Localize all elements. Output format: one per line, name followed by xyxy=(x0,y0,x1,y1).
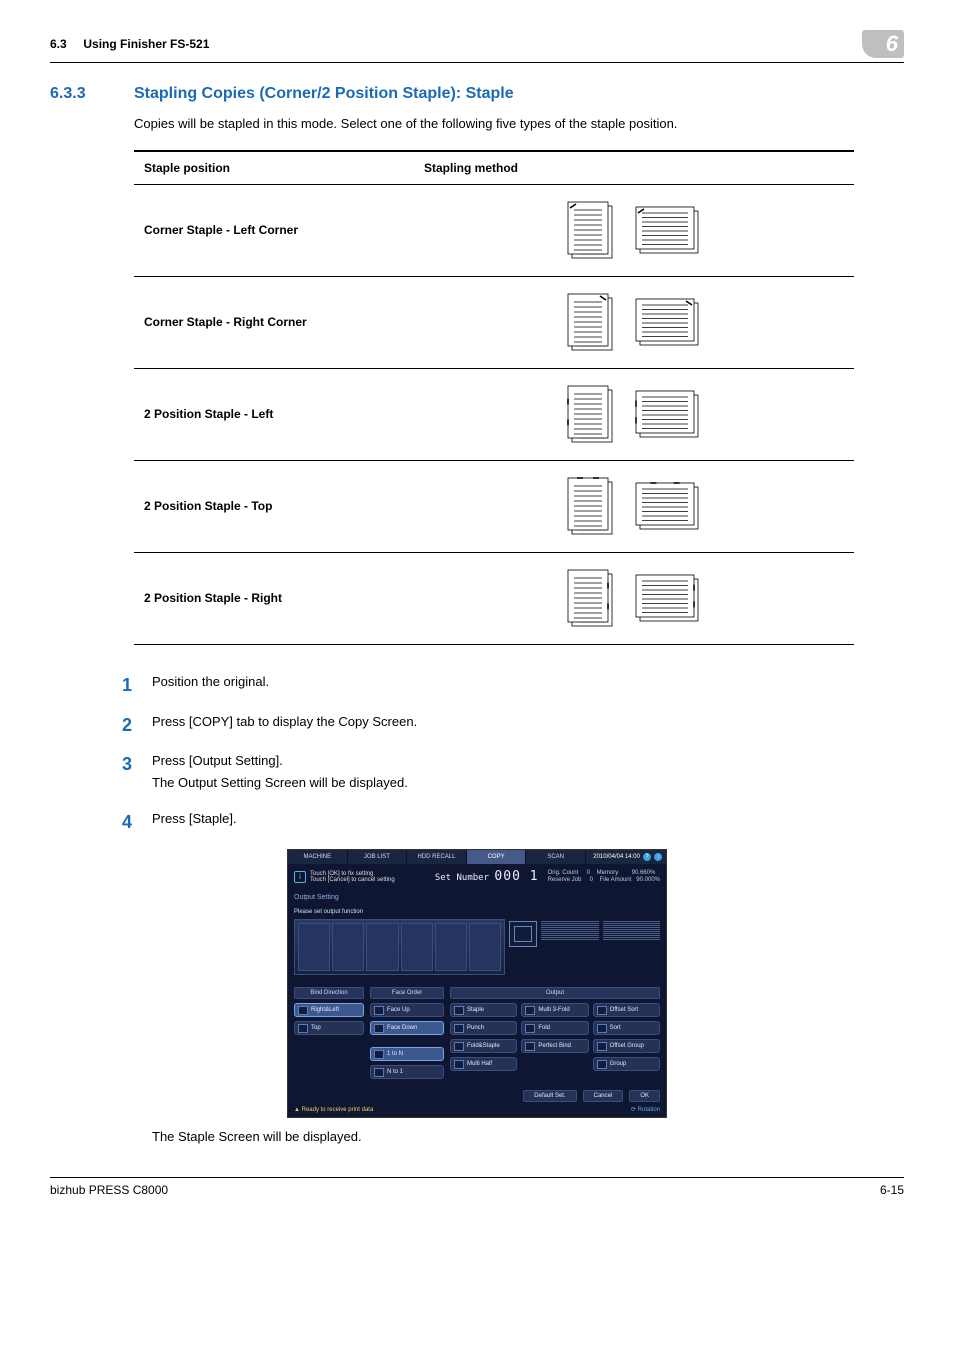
page-header: 6.3 Using Finisher FS-521 6 xyxy=(50,30,904,63)
staple-row-label: Corner Staple - Left Corner xyxy=(134,185,414,277)
ss-status-counts: Orig. Count 0 Memory 90.660% Reserve Job… xyxy=(548,870,660,884)
ss-output-btn[interactable]: Fold&Staple xyxy=(450,1039,517,1053)
staple-row-method xyxy=(414,369,854,461)
staple-row-label: Corner Staple - Right Corner xyxy=(134,277,414,369)
steps-list: 1 Position the original. 2 Press [COPY] tab… xyxy=(110,673,904,835)
ss-group-bind: Bind Direction xyxy=(294,987,364,999)
staple-table-col1: Staple position xyxy=(134,151,414,185)
step-body: Press [COPY] tab to display the Copy Scr… xyxy=(152,713,904,738)
section-heading: 6.3.3 Stapling Copies (Corner/2 Position… xyxy=(50,83,904,105)
ss-output-btn-group[interactable]: Group xyxy=(593,1057,660,1071)
step-line: The Output Setting Screen will be displa… xyxy=(152,774,904,792)
ss-subheader: Output Setting xyxy=(288,891,666,905)
footer-left: bizhub PRESS C8000 xyxy=(50,1182,168,1199)
section-heading-title: Stapling Copies (Corner/2 Position Stapl… xyxy=(134,83,514,105)
step-line: Press [COPY] tab to display the Copy Scr… xyxy=(152,713,904,731)
staple-table-col2: Stapling method xyxy=(414,151,854,185)
ss-status-bar: ▲ Ready to receive print data ⟳ Rotation xyxy=(288,1104,666,1117)
step: 2 Press [COPY] tab to display the Copy Sc… xyxy=(110,713,904,738)
ss-up-icon[interactable]: ↕ xyxy=(654,853,662,861)
ss-output-btn[interactable]: Multi Half xyxy=(450,1057,517,1071)
chapter-badge: 6 xyxy=(862,30,904,58)
ss-btn-cancel[interactable]: Cancel xyxy=(583,1090,624,1102)
staple-row-method xyxy=(414,553,854,645)
footer-right: 6-15 xyxy=(880,1182,904,1199)
ss-btn-ok[interactable]: OK xyxy=(629,1090,660,1102)
ss-col-face: Face Order Face Up Face Down 1 to N N to… xyxy=(370,987,444,1079)
ss-col-bind: Bind Direction Right&Left Top xyxy=(294,987,364,1079)
ss-preview xyxy=(509,919,660,975)
ss-group-face: Face Order xyxy=(370,987,444,999)
after-screenshot-text: The Staple Screen will be displayed. xyxy=(152,1128,904,1146)
header-left: 6.3 Using Finisher FS-521 xyxy=(50,36,209,53)
header-section-number: 6.3 xyxy=(50,37,67,51)
step-number: 1 xyxy=(110,673,132,698)
step-line: Position the original. xyxy=(152,673,904,691)
ss-output-btn[interactable]: Sort xyxy=(593,1021,660,1035)
staple-row-method xyxy=(414,461,854,553)
step-body: Press [Output Setting]. The Output Settin… xyxy=(152,752,904,796)
ss-prompt: Please set output function xyxy=(294,908,660,916)
step: 3 Press [Output Setting]. The Output Setti… xyxy=(110,752,904,796)
ss-status-left: ▲ Ready to receive print data xyxy=(294,1106,373,1114)
header-section-name: Using Finisher FS-521 xyxy=(83,37,209,51)
ss-btn-1ton[interactable]: 1 to N xyxy=(370,1047,444,1061)
ss-tab-machine[interactable]: MACHINE xyxy=(288,850,348,864)
staple-row-method xyxy=(414,277,854,369)
ss-preview-lines xyxy=(541,921,598,940)
section-heading-number: 6.3.3 xyxy=(50,83,110,105)
output-setting-screenshot: MACHINE JOB LIST HDD RECALL COPY SCAN 20… xyxy=(287,849,667,1118)
ss-output-btn[interactable]: Staple xyxy=(450,1003,517,1017)
ss-tab-bar: MACHINE JOB LIST HDD RECALL COPY SCAN 20… xyxy=(288,850,666,864)
ss-output-btn[interactable]: Fold xyxy=(521,1021,588,1035)
step-line: Press [Output Setting]. xyxy=(152,752,904,770)
ss-output-btn[interactable]: Punch xyxy=(450,1021,517,1035)
step-number: 2 xyxy=(110,713,132,738)
staple-row-label: 2 Position Staple - Right xyxy=(134,553,414,645)
step-number: 3 xyxy=(110,752,132,796)
ss-btn-top[interactable]: Top xyxy=(294,1021,364,1035)
ss-output-btn[interactable]: Perfect Bind xyxy=(521,1039,588,1053)
step: 4 Press [Staple]. xyxy=(110,810,904,835)
ss-info-bar: i Touch [OK] to fix setting Touch [Cance… xyxy=(288,864,666,890)
step-body: Press [Staple]. xyxy=(152,810,904,835)
step-line: Press [Staple]. xyxy=(152,810,904,828)
ss-clock: 2010/04/04 14:00 ? ↕ xyxy=(586,850,666,864)
ss-paper-icon xyxy=(509,921,537,947)
ss-col-output: Output Staple Multi 3-Fold Offset Sort Punc… xyxy=(450,987,660,1079)
intro-text: Copies will be stapled in this mode. Sel… xyxy=(134,115,904,133)
page-footer: bizhub PRESS C8000 6-15 xyxy=(50,1177,904,1199)
ss-info-icon: i xyxy=(294,871,306,883)
ss-output-btn[interactable]: Multi 3-Fold xyxy=(521,1003,588,1017)
ss-set-number: Set Number 000 1 xyxy=(432,868,542,886)
ss-info-text: Touch [OK] to fix setting Touch [Cancel]… xyxy=(310,871,395,884)
ss-btn-nto1[interactable]: N to 1 xyxy=(370,1065,444,1079)
ss-tab-joblist[interactable]: JOB LIST xyxy=(348,850,408,864)
ss-mid-panel: Please set output function xyxy=(288,904,666,980)
ss-bottom-buttons: Default Set. Cancel OK xyxy=(288,1085,666,1104)
ss-tab-scan[interactable]: SCAN xyxy=(526,850,586,864)
staple-row-method xyxy=(414,185,854,277)
ss-btn-defaultset[interactable]: Default Set. xyxy=(523,1090,576,1102)
ss-btn-facedown[interactable]: Face Down xyxy=(370,1021,444,1035)
ss-status-right: ⟳ Rotation xyxy=(631,1106,660,1114)
ss-btn-rightleft[interactable]: Right&Left xyxy=(294,1003,364,1017)
ss-output-btn[interactable]: Offset Group xyxy=(593,1039,660,1053)
ss-tab-copy[interactable]: COPY xyxy=(467,850,527,864)
ss-preview-lines2 xyxy=(603,921,660,940)
staple-table: Staple position Stapling method Corner S… xyxy=(134,150,854,646)
ss-clock-text: 2010/04/04 14:00 xyxy=(593,853,640,861)
ss-help-icon[interactable]: ? xyxy=(643,853,651,861)
ss-tab-hddrecall[interactable]: HDD RECALL xyxy=(407,850,467,864)
step: 1 Position the original. xyxy=(110,673,904,698)
step-body: Position the original. xyxy=(152,673,904,698)
ss-lower-panel: Bind Direction Right&Left Top Face Order… xyxy=(288,981,666,1085)
step-number: 4 xyxy=(110,810,132,835)
ss-output-btn[interactable]: Offset Sort xyxy=(593,1003,660,1017)
ss-machine-diagram xyxy=(294,919,505,975)
staple-row-label: 2 Position Staple - Top xyxy=(134,461,414,553)
ss-group-output: Output xyxy=(450,987,660,999)
staple-row-label: 2 Position Staple - Left xyxy=(134,369,414,461)
ss-btn-faceup[interactable]: Face Up xyxy=(370,1003,444,1017)
